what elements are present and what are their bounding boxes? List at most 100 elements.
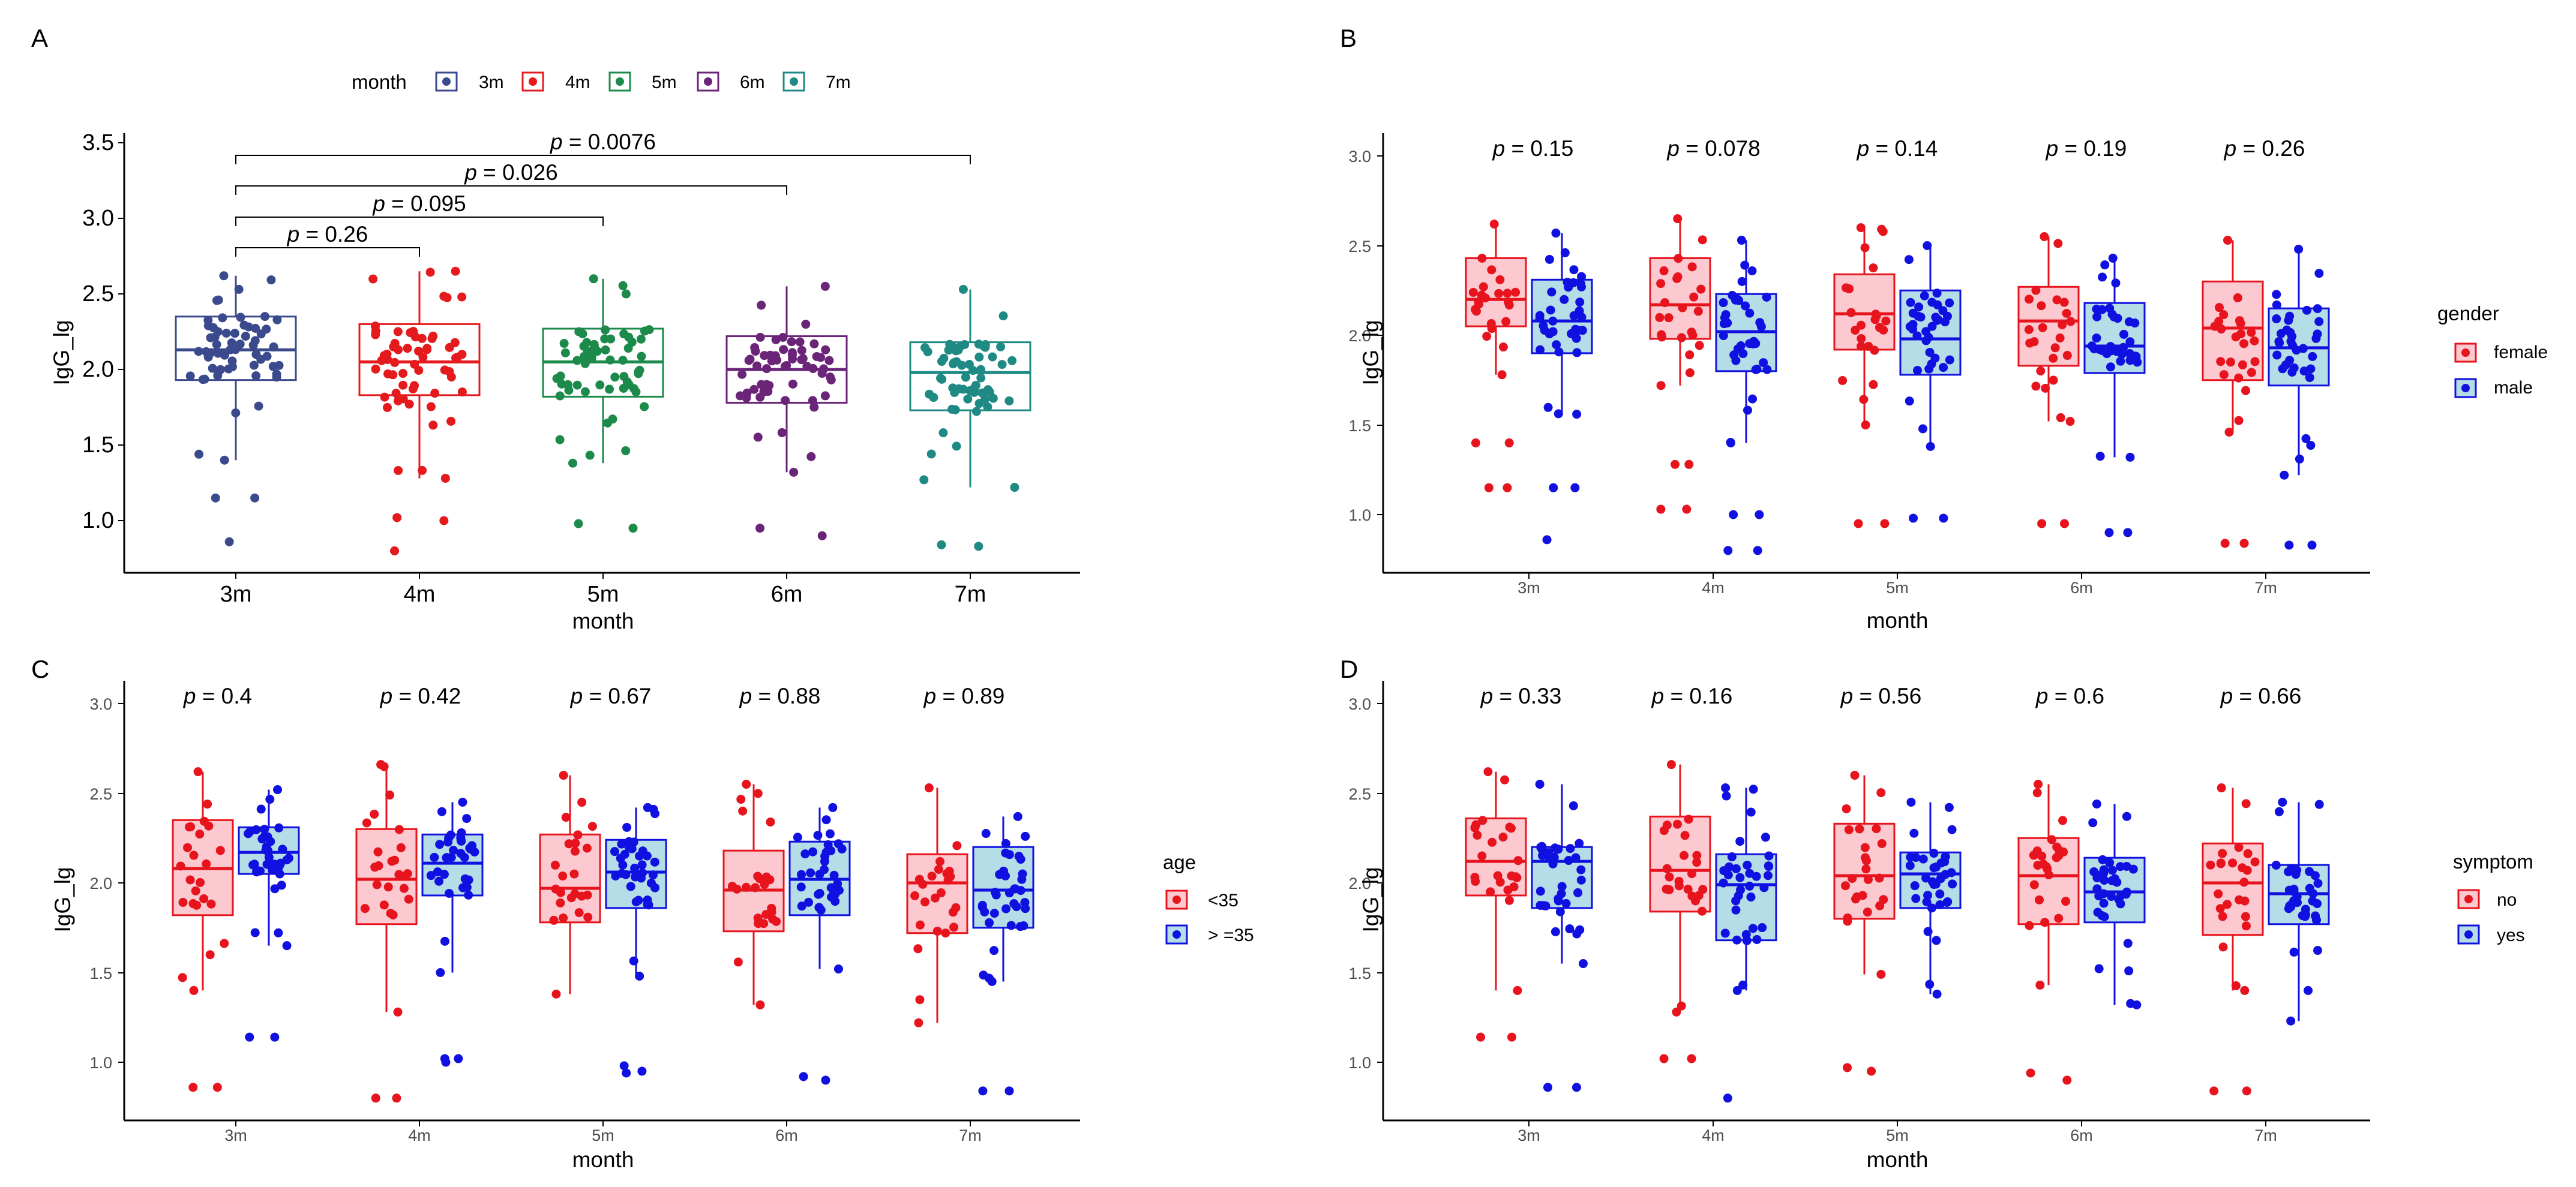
outlier-point (1476, 1032, 1486, 1042)
data-point (2300, 912, 2310, 921)
data-point (1928, 877, 1938, 887)
data-point (815, 889, 824, 898)
data-point (391, 389, 401, 398)
data-point (219, 271, 229, 281)
data-point (1742, 936, 1752, 945)
p-values: p = 0.4 p = 0.42 p = 0.67 p = 0.88 p = 0… (183, 684, 1004, 708)
data-point (266, 275, 276, 285)
data-point (2125, 452, 2135, 462)
data-point (2301, 904, 2310, 914)
outlier-point (1507, 1032, 1516, 1042)
data-point (572, 380, 582, 390)
data-point (983, 402, 992, 411)
data-point (274, 823, 284, 833)
outlier-point (2037, 519, 2047, 528)
outlier-point (1504, 438, 1514, 447)
panel-label-b: B (1340, 24, 1357, 52)
data-point (2107, 876, 2117, 885)
data-point (808, 847, 818, 857)
data-point (569, 869, 579, 879)
data-point (227, 356, 237, 366)
data-point (833, 839, 843, 849)
data-point (585, 450, 595, 460)
data-point (1728, 290, 1737, 300)
data-point (2234, 373, 2244, 383)
data-point (1536, 900, 1545, 910)
data-point (282, 941, 292, 951)
legend-label: 5m (652, 73, 677, 92)
data-point (2037, 851, 2047, 861)
legend-label: no (2497, 890, 2517, 910)
data-point (1945, 298, 1954, 308)
data-point (947, 404, 957, 414)
data-point (753, 789, 763, 798)
data-point (1655, 312, 1665, 322)
data-point (458, 797, 467, 807)
data-point (644, 900, 653, 910)
data-point (212, 296, 221, 305)
bracket-3m-6m (235, 185, 787, 195)
legend-age: age <35 > =35 (1163, 851, 1254, 945)
data-point (2272, 350, 2282, 360)
data-point (736, 795, 746, 804)
data-point (1860, 843, 1870, 852)
data-point (559, 771, 568, 780)
data-point (1673, 214, 1683, 224)
data-point (2117, 349, 2127, 359)
data-point (1694, 891, 1704, 900)
data-point (422, 344, 432, 353)
data-point (1943, 897, 1953, 906)
data-point (1569, 311, 1579, 320)
data-point (735, 391, 745, 401)
data-point (820, 391, 830, 401)
data-point (1536, 345, 1545, 354)
outlier-point (1671, 459, 1680, 469)
data-point (2304, 985, 2313, 995)
data-point (1752, 872, 1761, 881)
data-point (1555, 907, 1565, 916)
data-point (2100, 876, 2109, 885)
data-point (2235, 895, 2244, 904)
outlier-point (1687, 1054, 1696, 1063)
box-iqr (358, 323, 481, 396)
data-point (2233, 293, 2242, 303)
data-point (1855, 824, 1864, 834)
data-point (2100, 912, 2109, 921)
data-point (2272, 290, 2281, 299)
data-point (806, 868, 815, 878)
data-point (968, 366, 978, 375)
data-point (1674, 254, 1683, 263)
data-point (570, 846, 580, 856)
outlier-point (1572, 1083, 1581, 1092)
data-point (2306, 440, 2316, 450)
data-point (1858, 891, 1867, 900)
data-point (385, 791, 395, 800)
data-point (1743, 405, 1752, 415)
data-point (1925, 347, 1935, 357)
y-tick-label: 3.0 (89, 695, 112, 713)
outlier-point (270, 1032, 280, 1042)
data-point (2092, 333, 2101, 343)
data-point (457, 292, 467, 302)
data-point (1554, 409, 1563, 419)
x-tick-label: 7m (959, 1126, 982, 1144)
data-point (1763, 871, 1773, 881)
data-point (265, 795, 275, 804)
data-point (2025, 295, 2034, 304)
data-point (1870, 315, 1880, 324)
outlier-point (1867, 1066, 1876, 1076)
data-point (230, 345, 240, 354)
data-point (1535, 780, 1545, 789)
legend-item-3m: 3m (435, 71, 504, 92)
box (2202, 788, 2264, 991)
data-point (1741, 301, 1750, 311)
data-point (787, 337, 796, 347)
data-point (1764, 861, 1773, 871)
data-point (263, 846, 272, 855)
data-point (589, 339, 599, 349)
data-point (394, 345, 403, 354)
data-point (1749, 785, 1758, 794)
legend-label: 3m (479, 73, 504, 92)
data-point (919, 475, 929, 485)
data-point (428, 420, 438, 430)
